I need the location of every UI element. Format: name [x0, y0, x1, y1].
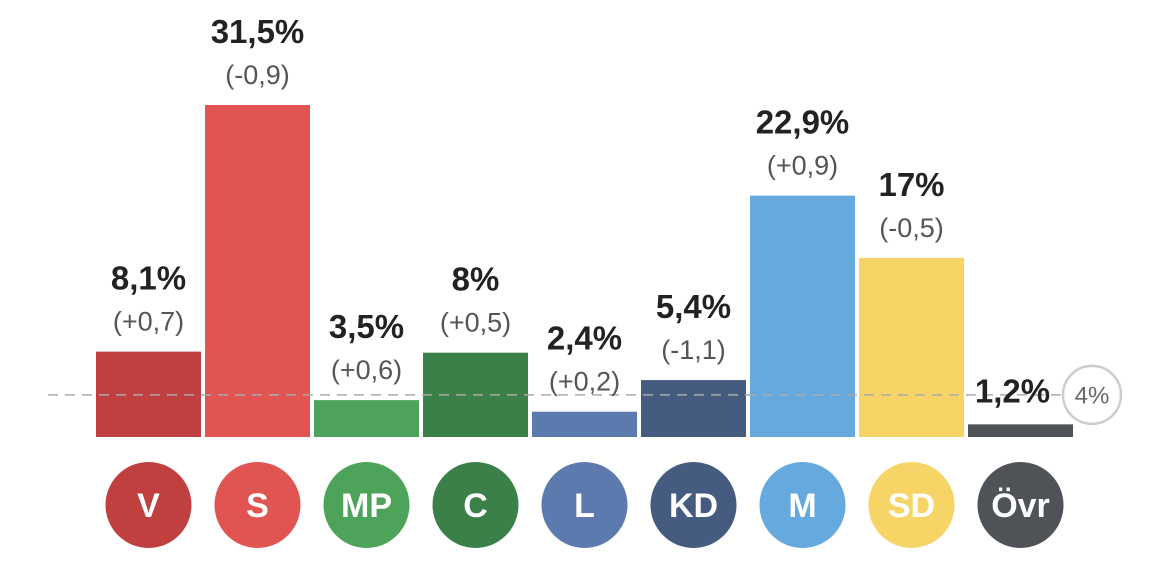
bar-mp	[314, 400, 419, 437]
labels-layer: 8,1% (+0,7) 31,5% (-0,9) 3,5% (+0,6) 8% (+0,5) 2…	[111, 13, 1050, 409]
change-label-mp: (+0,6)	[331, 355, 402, 385]
party-circle-c: C	[432, 462, 519, 548]
value-label-s: 31,5%	[211, 13, 305, 50]
party-label-ovr: Övr	[991, 487, 1050, 525]
bar-v	[96, 351, 201, 437]
value-label-sd: 17%	[878, 166, 944, 203]
bar-ovr	[968, 424, 1073, 437]
threshold-label: 4%	[1075, 382, 1110, 409]
value-label-kd: 5,4%	[656, 288, 731, 325]
bar-l	[532, 411, 637, 437]
bar-sd	[859, 257, 964, 437]
party-label-c: C	[463, 487, 488, 525]
party-circle-m: M	[759, 462, 846, 548]
party-label-s: S	[246, 487, 269, 525]
party-label-m: M	[788, 487, 816, 525]
party-circle-bg-kd	[650, 462, 737, 548]
party-label-sd: SD	[888, 487, 935, 525]
change-label-sd: (-0,5)	[879, 213, 944, 243]
party-circle-bg-l	[541, 462, 628, 548]
party-circle-bg-v	[105, 462, 192, 548]
party-label-kd: KD	[669, 487, 718, 525]
change-label-l: (+0,2)	[549, 367, 620, 397]
value-label-l: 2,4%	[547, 320, 622, 357]
value-label-v: 8,1%	[111, 260, 186, 297]
change-label-kd: (-1,1)	[661, 335, 726, 365]
bar-s	[205, 105, 310, 437]
bar-m	[750, 195, 855, 437]
change-label-m: (+0,9)	[767, 151, 838, 181]
party-circle-v: V	[105, 462, 192, 548]
value-label-mp: 3,5%	[329, 308, 404, 345]
bars-layer	[96, 105, 1073, 437]
party-circle-s: S	[214, 462, 301, 548]
change-label-v: (+0,7)	[113, 307, 184, 337]
change-label-s: (-0,9)	[225, 60, 290, 90]
party-circles-layer: V S MP C L KD M SD Övr	[105, 462, 1064, 548]
party-circle-bg-ovr	[977, 462, 1064, 548]
party-circle-kd: KD	[650, 462, 737, 548]
party-circle-sd: SD	[868, 462, 955, 548]
threshold-badge: 4%	[1061, 364, 1123, 426]
value-label-m: 22,9%	[756, 104, 850, 141]
party-circle-bg-sd	[868, 462, 955, 548]
bar-kd	[641, 380, 746, 437]
value-label-c: 8%	[452, 261, 500, 298]
party-circle-bg-m	[759, 462, 846, 548]
party-label-mp: MP	[341, 487, 392, 525]
value-label-ovr: 1,2%	[975, 372, 1050, 409]
threshold-circle	[1061, 364, 1123, 426]
party-circle-ovr: Övr	[977, 462, 1064, 548]
party-label-l: L	[574, 487, 595, 525]
party-label-v: V	[137, 487, 160, 525]
party-circle-bg-mp	[323, 462, 410, 548]
party-circle-l: L	[541, 462, 628, 548]
party-circle-mp: MP	[323, 462, 410, 548]
party-circle-bg-c	[432, 462, 519, 548]
party-circle-bg-s	[214, 462, 301, 548]
change-label-c: (+0,5)	[440, 308, 511, 338]
